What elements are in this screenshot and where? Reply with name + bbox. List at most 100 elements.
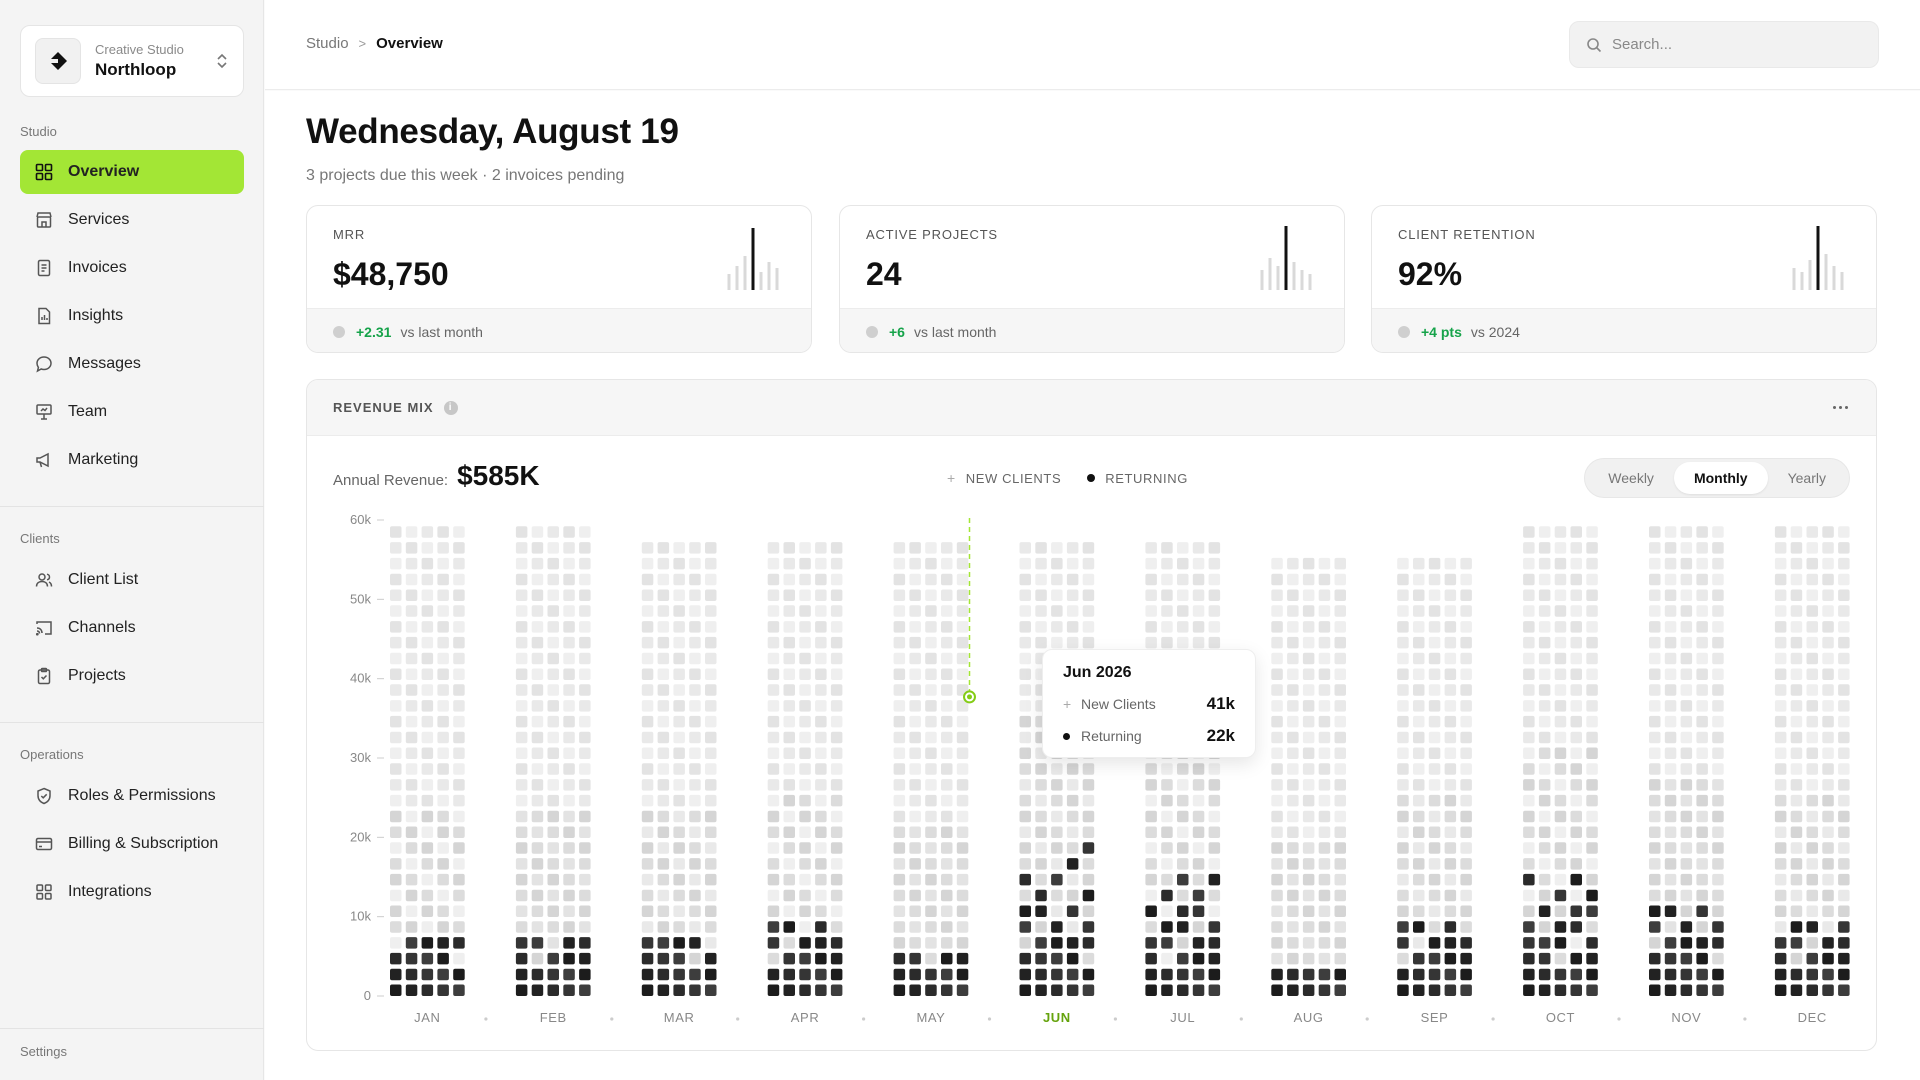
search-box[interactable] — [1569, 21, 1879, 68]
chart-cell — [1790, 984, 1803, 996]
chart-cell — [705, 952, 717, 965]
kpi-card-client-retention[interactable]: CLIENT RETENTION 92% +4 pts vs 2024 — [1371, 205, 1877, 353]
chart-cell — [956, 842, 969, 854]
sidebar-item-client-list[interactable]: Client List — [20, 558, 244, 602]
chart-cell — [705, 605, 717, 617]
chart-cell — [1161, 763, 1173, 775]
search-input[interactable] — [1612, 36, 1862, 53]
chart-cell — [1570, 668, 1582, 680]
chart-cell — [579, 589, 591, 601]
chart-cell — [1428, 700, 1441, 712]
sidebar-item-integrations[interactable]: Integrations — [20, 870, 244, 914]
chart-cell — [689, 557, 701, 570]
chart-cell — [1271, 557, 1283, 570]
chart-cell — [1523, 668, 1535, 680]
chart-cell — [437, 810, 449, 823]
chart-cell — [1774, 826, 1787, 838]
chart-cell — [1460, 652, 1472, 665]
chart-cell — [453, 952, 465, 965]
chart-cell — [1460, 826, 1472, 838]
workspace-switcher[interactable]: Creative Studio Northloop — [20, 25, 244, 97]
period-yearly-button[interactable]: Yearly — [1787, 470, 1826, 486]
chart-cell — [1271, 984, 1283, 996]
sidebar-item-marketing[interactable]: Marketing — [20, 438, 244, 482]
chart-cell — [799, 700, 811, 712]
sidebar-item-roles-permissions[interactable]: Roles & Permissions — [20, 774, 244, 818]
period-weekly-button[interactable]: Weekly — [1608, 470, 1654, 486]
chart-cell — [1806, 889, 1818, 902]
chart-cell — [1696, 794, 1708, 807]
chart-cell — [1066, 621, 1079, 633]
chart-cell — [1712, 715, 1724, 728]
chart-cell — [1538, 937, 1551, 949]
chart-cell — [830, 731, 843, 744]
legend-returning[interactable]: RETURNING — [1087, 471, 1188, 486]
sidebar-item-overview[interactable]: Overview — [20, 150, 244, 194]
chart-cell — [1822, 937, 1834, 949]
sidebar-item-insights[interactable]: Insights — [20, 294, 244, 338]
sidebar-item-messages[interactable]: Messages — [20, 342, 244, 386]
chart-cell — [1413, 621, 1425, 633]
chart-cell — [1334, 557, 1346, 570]
chart-cell — [1696, 715, 1708, 728]
chart-cell — [783, 984, 795, 996]
chart-cell — [1444, 905, 1457, 917]
annual-revenue-value: $585K — [457, 460, 540, 491]
sidebar-item-channels[interactable]: Channels — [20, 606, 244, 650]
chart-cell — [1428, 794, 1441, 807]
chart-cell — [1586, 621, 1598, 633]
chart-cell — [1570, 937, 1582, 949]
chart-cell — [830, 889, 843, 902]
chart-cell — [1523, 984, 1535, 996]
more-options-icon[interactable] — [1833, 406, 1848, 409]
nav-section-settings[interactable]: Settings — [20, 1044, 67, 1059]
chart-cell — [1838, 968, 1850, 981]
legend-new-clients[interactable]: + NEW CLIENTS — [947, 470, 1061, 486]
chart-cell — [1397, 779, 1409, 791]
chart-cell — [1287, 968, 1299, 981]
chart-cell — [579, 621, 591, 633]
sidebar-item-team[interactable]: Team — [20, 390, 244, 434]
chart-cell — [1397, 937, 1409, 949]
chart-cell — [1334, 605, 1346, 617]
chart-cell — [421, 573, 434, 586]
chart-cell — [1444, 636, 1457, 649]
chart-cell — [1444, 684, 1457, 696]
chart-cell — [1302, 794, 1315, 807]
chart-cell — [1538, 684, 1551, 696]
chart-cell — [1019, 557, 1031, 570]
chart-cell — [1019, 731, 1031, 744]
chart-cell — [1649, 636, 1661, 649]
chart-cell — [956, 715, 969, 728]
chart-cell — [1271, 573, 1283, 586]
kpi-card-mrr[interactable]: MRR $48,750 +2.31 vs last month — [306, 205, 812, 353]
chart-cell — [405, 526, 418, 538]
chart-cell — [1444, 937, 1457, 949]
breadcrumb-root[interactable]: Studio — [306, 35, 349, 52]
sidebar-item-billing[interactable]: Billing & Subscription — [20, 822, 244, 866]
chart-cell — [689, 700, 701, 712]
chart-cell — [956, 573, 969, 586]
chart-cell — [1822, 557, 1834, 570]
chart-cell — [1413, 889, 1425, 902]
kpi-card-active-projects[interactable]: ACTIVE PROJECTS 24 +6 vs last month — [839, 205, 1345, 353]
sidebar-item-invoices[interactable]: Invoices — [20, 246, 244, 290]
nav-divider — [0, 506, 264, 507]
sidebar-item-projects[interactable]: Projects — [20, 654, 244, 698]
chart-cell — [531, 968, 544, 981]
chart-cell — [815, 573, 827, 586]
chart-cell — [1145, 968, 1157, 981]
chart-cell — [1019, 937, 1031, 949]
sidebar-item-services[interactable]: Services — [20, 198, 244, 242]
chart-cell — [1554, 747, 1567, 759]
chart-cell — [1680, 636, 1693, 649]
period-monthly-button[interactable]: Monthly — [1673, 462, 1768, 494]
chart-cell — [1649, 747, 1661, 759]
chart-cell — [893, 731, 906, 744]
chart-cell — [515, 684, 528, 696]
chart-cell — [689, 889, 701, 902]
info-icon[interactable]: i — [443, 400, 458, 415]
chart-cell — [830, 810, 843, 823]
chart-cell — [925, 700, 937, 712]
chart-cell — [1806, 984, 1818, 996]
